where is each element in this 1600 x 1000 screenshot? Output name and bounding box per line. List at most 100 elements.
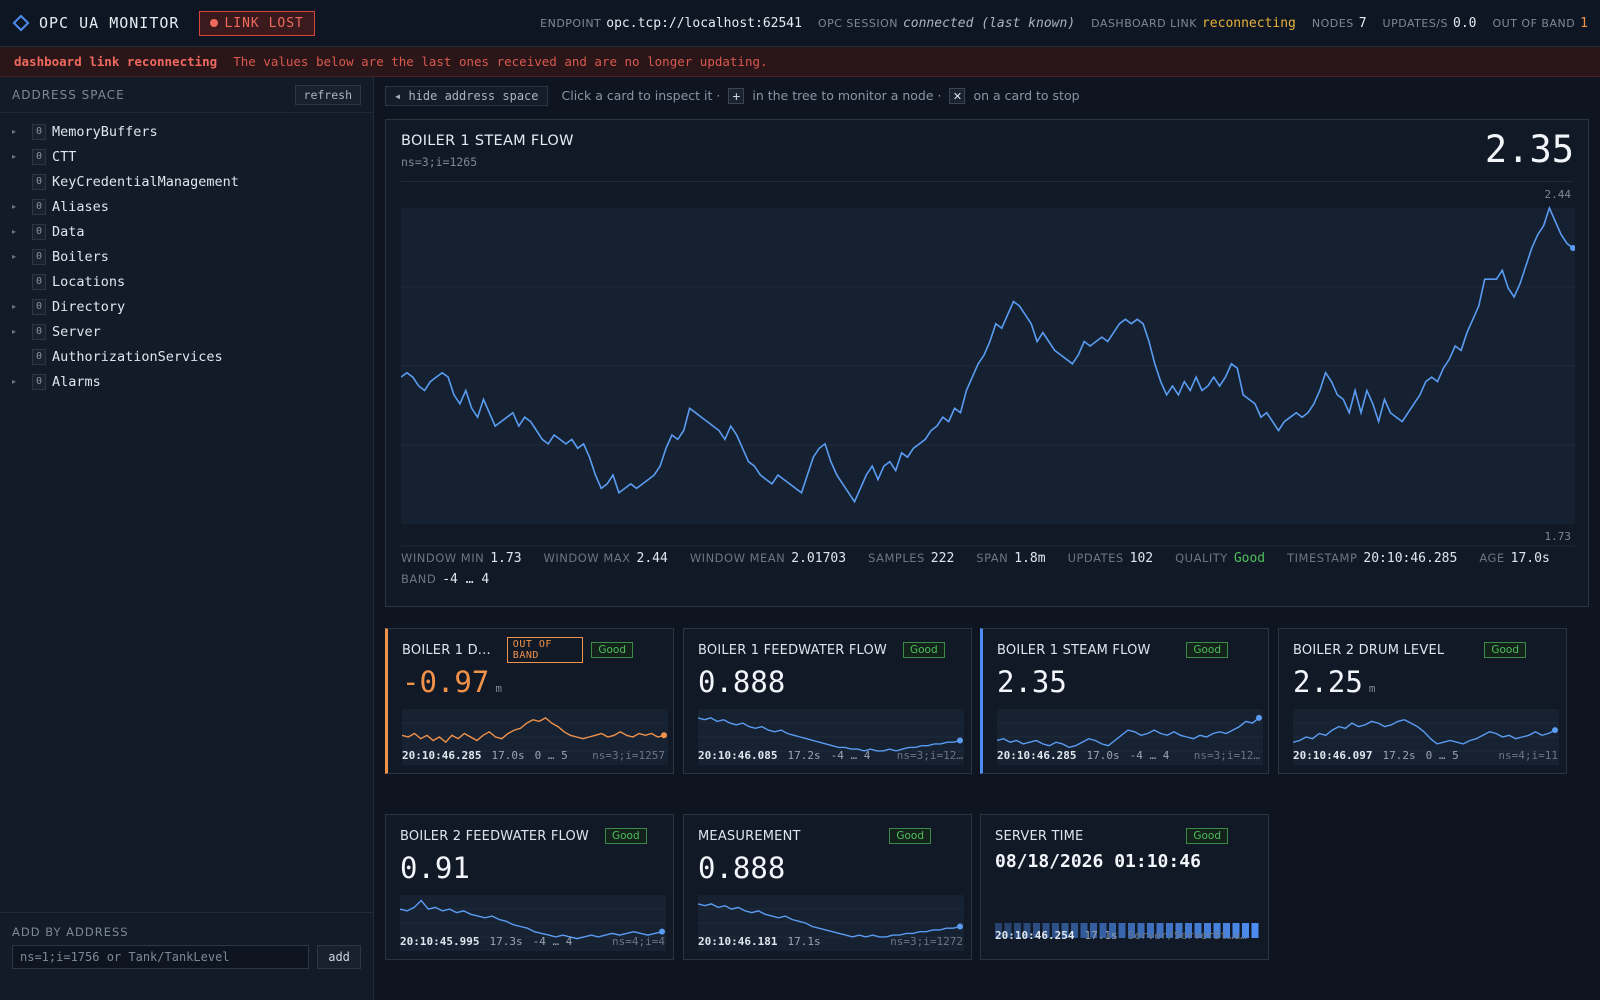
namespace-badge: 0: [32, 373, 46, 390]
caret-right-icon[interactable]: ▸: [12, 152, 17, 161]
hint-part-1: Click a card to inspect it ·: [561, 87, 721, 103]
tree-item-ctt[interactable]: ▸ 0 CTT: [0, 144, 373, 169]
updates-status: UPDATES/S 0.0: [1383, 16, 1477, 31]
caret-right-icon[interactable]: ▸: [12, 377, 17, 386]
time-tick: [1242, 923, 1249, 938]
card-age: 17.1s: [1084, 929, 1118, 942]
tree-item-label: AuthorizationServices: [52, 348, 223, 365]
card-title: BOILER 1 D...: [402, 642, 491, 658]
refresh-button[interactable]: refresh: [294, 84, 361, 105]
card-footer: 20:10:46.285 17.0s -4 … 4 ns=3;i=12…: [997, 749, 1260, 765]
band-label: BAND: [401, 572, 437, 586]
quality-badge: Good: [903, 642, 945, 658]
stat-span: SPAN 1.8m: [976, 551, 1045, 566]
stat-window-max: WINDOW MAX 2.44: [544, 551, 668, 566]
out-of-band-status: OUT OF BAND 1: [1492, 16, 1588, 31]
tree-item-authorizationservices[interactable]: 0 AuthorizationServices: [0, 344, 373, 369]
card-footer: 20:10:46.085 17.2s -4 … 4 ns=3;i=12…: [698, 749, 963, 765]
tree-item-server[interactable]: ▸ 0 Server: [0, 319, 373, 344]
caret-right-icon[interactable]: ▸: [12, 302, 17, 311]
span-value: 1.8m: [1014, 551, 1046, 566]
caret-right-icon[interactable]: ▸: [12, 227, 17, 236]
time-tick: [1052, 923, 1059, 938]
card-timestamp: 20:10:46.285: [997, 749, 1077, 762]
namespace-badge: 0: [32, 323, 46, 340]
monitor-card[interactable]: MEASUREMENT Good 0.888 20:10:46.181 17.1s ns=…: [683, 814, 972, 960]
sparkline: [402, 709, 668, 765]
tree-item-data[interactable]: ▸ 0 Data: [0, 219, 373, 244]
namespace-badge: 0: [32, 223, 46, 240]
add-by-address: ADD BY ADDRESS add: [0, 912, 373, 1000]
sparkline-last-point: [659, 928, 665, 935]
caret-right-icon[interactable]: ▸: [12, 252, 17, 261]
tree-item-alarms[interactable]: ▸ 0 Alarms: [0, 369, 373, 394]
monitor-card[interactable]: BOILER 1 STEAM FLOW Good 2.35 20:10:46.285 1…: [980, 628, 1269, 774]
card-node-id: ns=3;i=12…: [896, 749, 963, 762]
namespace-badge: 0: [32, 298, 46, 315]
caret-right-icon[interactable]: ▸: [12, 202, 17, 211]
card-node-id: ns=3;i=1272: [890, 935, 963, 948]
session-status: OPC SESSION connected (last known): [818, 16, 1075, 31]
nodes-label: NODES: [1311, 16, 1354, 30]
tree-item-memorybuffers[interactable]: ▸ 0 MemoryBuffers: [0, 119, 373, 144]
monitor-card[interactable]: SERVER TIME Good 08/18/2026 01:10:46 20:10:…: [980, 814, 1269, 960]
monitor-card[interactable]: BOILER 2 FEEDWATER FLOW Good 0.91 20:10:45.…: [385, 814, 674, 960]
caret-right-icon[interactable]: ▸: [12, 327, 17, 336]
card-header: BOILER 2 FEEDWATER FLOW Good: [400, 826, 659, 846]
tree-item-aliases[interactable]: ▸ 0 Aliases: [0, 194, 373, 219]
window-min-label: WINDOW MIN: [401, 551, 485, 565]
tree-item-keycredentialmanagement[interactable]: 0 KeyCredentialManagement: [0, 169, 373, 194]
monitor-card[interactable]: BOILER 2 DRUM LEVEL Good 2.25 m 20:10:46.097…: [1278, 628, 1567, 774]
window-mean-label: WINDOW MEAN: [689, 551, 786, 565]
tree-item-label: KeyCredentialManagement: [52, 173, 239, 190]
detail-divider: [401, 181, 1573, 182]
hint-part-3: on a card to stop: [973, 87, 1080, 103]
diamond-logo-icon: [12, 14, 30, 32]
card-age: 17.3s: [489, 935, 523, 948]
card-value-number: -0.97: [402, 665, 490, 699]
updates-value: 0.0: [1453, 15, 1477, 31]
time-tick: [1118, 923, 1126, 938]
card-footer: 20:10:46.254 17.1s Server/ServerSt…u…: [995, 929, 1260, 945]
time-tick: [1213, 923, 1221, 938]
address-input[interactable]: [12, 945, 310, 969]
caret-right-icon[interactable]: ▸: [12, 127, 17, 136]
sparkline-series: [698, 717, 961, 752]
session-value: connected (last known): [902, 15, 1076, 31]
link-lost-badge: LINK LOST: [199, 10, 315, 36]
detail-node-id: ns=3;i=1265: [401, 155, 478, 169]
card-age: 17.2s: [787, 749, 821, 762]
add-button[interactable]: add: [317, 945, 361, 969]
tree-item-directory[interactable]: ▸ 0 Directory: [0, 294, 373, 319]
endpoint-status: ENDPOINT opc.tcp://localhost:62541: [540, 16, 802, 31]
time-tick: [995, 923, 1002, 938]
sparkline-last-point: [1256, 714, 1262, 721]
card-header: MEASUREMENT Good: [698, 826, 957, 846]
sparkline-last-point: [661, 732, 667, 739]
tree-item-label: Boilers: [52, 248, 109, 265]
namespace-badge: 0: [32, 198, 46, 215]
card-value-number: 0.91: [400, 851, 470, 885]
tree-item-locations[interactable]: 0 Locations: [0, 269, 373, 294]
time-tick: [1071, 923, 1078, 938]
namespace-badge: 0: [32, 123, 46, 140]
detail-card[interactable]: BOILER 1 STEAM FLOW ns=3;i=1265 2.35 2.4…: [385, 119, 1589, 607]
monitor-card[interactable]: BOILER 1 D... OUT OF BAND Good -0.97 m 20:10:…: [385, 628, 674, 774]
time-tick: [1147, 923, 1154, 938]
card-unit: m: [495, 682, 502, 695]
tree-item-boilers[interactable]: ▸ 0 Boilers: [0, 244, 373, 269]
main-panel: ◂ hide address space Click a card to ins…: [375, 77, 1600, 1000]
updates-label: UPDATES/S: [1382, 16, 1448, 30]
namespace-badge: 0: [32, 173, 46, 190]
sparkline: [1293, 709, 1559, 765]
sparkline-last-point: [1552, 727, 1558, 734]
quality-badge: Good: [591, 642, 633, 658]
namespace-badge: 0: [32, 273, 46, 290]
card-header: BOILER 1 D... OUT OF BAND Good: [402, 637, 659, 663]
card-value: 0.91: [400, 851, 470, 885]
tree-item-label: Alarms: [52, 373, 101, 390]
hide-address-space-button[interactable]: ◂ hide address space: [385, 86, 548, 106]
monitor-card[interactable]: BOILER 1 FEEDWATER FLOW Good 0.888 20:10:46…: [683, 628, 972, 774]
stat-updates: UPDATES 102: [1068, 551, 1154, 566]
toolbar: ◂ hide address space Click a card to ins…: [385, 86, 1080, 106]
